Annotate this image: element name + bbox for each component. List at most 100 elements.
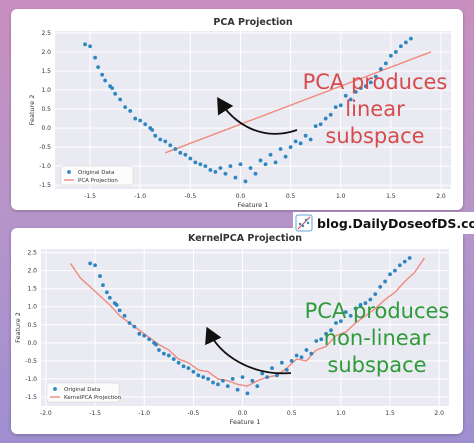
data-point <box>96 65 101 70</box>
data-point <box>348 97 353 102</box>
data-point <box>298 141 303 146</box>
callout-bottom-line-1: PCA produces <box>304 299 450 323</box>
data-point <box>268 152 273 157</box>
data-point <box>353 90 358 94</box>
data-point <box>329 328 333 333</box>
x-axis-label: Feature 1 <box>230 418 261 426</box>
x-tick-label: -0.5 <box>188 410 200 417</box>
data-point <box>228 164 233 169</box>
data-point <box>153 133 158 138</box>
data-point <box>288 145 293 150</box>
data-point <box>270 366 274 371</box>
y-tick-label: 0.5 <box>27 322 37 329</box>
data-point <box>150 128 155 132</box>
data-point <box>181 364 186 369</box>
nonlinear-subspace-callout: PCA produces non-linear subspace <box>292 298 462 379</box>
x-tick-label: 0.0 <box>236 193 246 200</box>
brand-badge: blog.DailyDoseofDS.com <box>293 212 474 234</box>
data-point <box>260 371 265 376</box>
x-tick-label: -0.5 <box>184 193 196 200</box>
data-point <box>114 303 119 307</box>
data-point <box>368 80 373 85</box>
x-axis-label: Feature 1 <box>238 201 269 209</box>
data-point <box>393 50 398 54</box>
data-point <box>279 360 284 365</box>
data-point <box>403 40 408 45</box>
y-tick-label: -1.5 <box>39 182 51 189</box>
data-point <box>107 295 112 300</box>
data-point <box>343 310 348 315</box>
x-tick-label: 1.5 <box>385 410 395 417</box>
data-point <box>218 166 223 170</box>
data-point <box>142 333 147 338</box>
data-point <box>309 351 314 356</box>
data-point <box>103 78 108 83</box>
linear-subspace-callout: PCA produces linear subspace <box>290 69 460 150</box>
data-point <box>213 169 218 174</box>
data-point <box>235 387 240 392</box>
data-point <box>303 133 308 138</box>
data-point <box>273 160 278 165</box>
data-point <box>333 105 338 110</box>
data-point <box>407 256 412 260</box>
data-point <box>263 162 268 167</box>
projection-line <box>165 51 432 154</box>
callout-top-line-2: linear <box>345 96 405 121</box>
data-point <box>233 175 238 180</box>
data-point <box>278 147 283 151</box>
data-point <box>248 166 253 170</box>
data-point <box>176 360 181 365</box>
y-tick-label: 2.5 <box>27 250 37 257</box>
data-point <box>127 321 132 325</box>
x-tick-label: -1.0 <box>138 410 150 417</box>
y-tick-label: 2.5 <box>41 30 51 37</box>
data-point <box>206 377 211 381</box>
callout-bottom-line-3: subspace <box>327 352 427 377</box>
data-point <box>243 179 248 184</box>
data-point <box>250 378 255 383</box>
data-point <box>128 109 133 113</box>
y-tick-label: -1.0 <box>25 376 37 383</box>
data-point <box>283 154 288 159</box>
data-point <box>220 378 225 383</box>
data-point <box>101 283 105 287</box>
data-point <box>398 44 403 49</box>
data-point <box>123 105 128 110</box>
data-point <box>143 122 148 127</box>
data-point <box>198 162 203 167</box>
x-tick-label: -1.5 <box>84 193 96 200</box>
data-point <box>137 331 142 336</box>
x-tick-label: 2.0 <box>436 193 446 200</box>
data-point <box>255 384 260 389</box>
data-point <box>133 116 138 121</box>
data-point <box>110 86 115 91</box>
data-point <box>258 158 263 163</box>
data-point <box>304 348 309 352</box>
data-point <box>388 53 393 58</box>
y-tick-label: -1.5 <box>25 394 37 401</box>
data-point <box>265 375 270 380</box>
legend-marker-points <box>53 387 57 391</box>
legend-label: KernelPCA Projection <box>64 395 122 401</box>
legend-label: Original Data <box>64 387 100 393</box>
data-point <box>408 36 413 41</box>
callout-top-line-1: PCA produces <box>302 70 448 94</box>
data-point <box>154 342 158 347</box>
data-point <box>122 313 127 318</box>
data-point <box>98 274 102 278</box>
data-point <box>358 303 363 307</box>
x-tick-label: -1.0 <box>134 193 146 200</box>
data-point <box>323 116 328 121</box>
data-point <box>353 306 358 311</box>
data-point <box>284 368 289 372</box>
brand-text: blog.DailyDoseofDS.com <box>317 215 474 231</box>
legend-box <box>46 382 120 403</box>
data-point <box>378 67 383 71</box>
data-point <box>293 139 298 144</box>
data-point <box>343 93 348 98</box>
data-point <box>225 384 230 389</box>
legend-label: Original Data <box>78 170 114 176</box>
data-point <box>216 382 220 387</box>
data-point <box>178 150 183 155</box>
data-point <box>314 339 319 343</box>
